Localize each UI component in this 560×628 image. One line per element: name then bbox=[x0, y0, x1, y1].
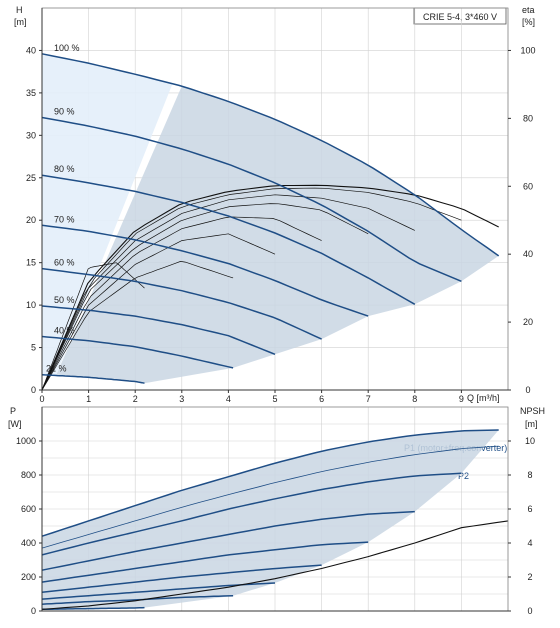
top-y2-tick-label: 40 bbox=[523, 249, 533, 259]
bottom-y-tick-label: 0 bbox=[31, 606, 36, 616]
speed-label-1: 90 % bbox=[54, 107, 75, 117]
bottom-panel: 0 200 400 600 800 1000 0 2 4 6 8 10 bbox=[16, 406, 535, 616]
bottom-y2-tick-label: 6 bbox=[527, 504, 532, 514]
power-curve-0 bbox=[41, 429, 499, 537]
top-y2label: eta bbox=[522, 5, 535, 15]
head-curve-1 bbox=[41, 116, 462, 282]
speed-label-0: 100 % bbox=[54, 43, 80, 53]
bottom-ylabel-unit: [W] bbox=[8, 419, 22, 429]
top-x-tick-label: 8 bbox=[412, 394, 417, 404]
top-y-tick-label: 20 bbox=[26, 215, 36, 225]
efficiency-curve-7 bbox=[41, 262, 145, 391]
speed-label-3: 70 % bbox=[54, 214, 75, 224]
top-y-tick-label: 30 bbox=[26, 130, 36, 140]
top-y2-tick-label: 60 bbox=[523, 181, 533, 191]
chart-title: CRIE 5-4, 3*460 V bbox=[423, 12, 497, 22]
top-y2-tick-label: 20 bbox=[523, 317, 533, 327]
bottom-ylabel: P bbox=[10, 406, 16, 416]
top-y2-tick-label: 0 bbox=[525, 385, 530, 395]
npsh-curve bbox=[41, 520, 509, 610]
top-x-tick-label: 6 bbox=[319, 394, 324, 404]
top-xlabel: Q [m³/h] bbox=[467, 393, 500, 403]
top-y-tick-label: 5 bbox=[31, 343, 36, 353]
efficiency-curve-5 bbox=[41, 233, 276, 391]
head-curve-7 bbox=[41, 373, 145, 384]
speed-label-2: 80 % bbox=[54, 164, 75, 174]
top-y2label-unit: [%] bbox=[522, 17, 535, 27]
power-curve-1 bbox=[41, 445, 499, 549]
power-curve-7 bbox=[41, 594, 234, 605]
top-x-tick-label: 7 bbox=[366, 394, 371, 404]
efficiency-curve-1 bbox=[41, 187, 462, 391]
power-curve-4 bbox=[41, 541, 369, 583]
efficiency-curve-0 bbox=[41, 184, 499, 391]
top-y-tick-label: 0 bbox=[31, 385, 36, 395]
bottom-y2label-unit: [m] bbox=[525, 419, 538, 429]
top-y2-tick-label: 80 bbox=[523, 113, 533, 123]
bottom-y2-tick-label: 2 bbox=[527, 572, 532, 582]
head-curve-2 bbox=[41, 174, 416, 305]
bottom-y2label: NPSH bbox=[520, 406, 545, 416]
power-curve-3 bbox=[41, 510, 415, 571]
power-area bbox=[42, 430, 499, 610]
top-x-tick-label: 0 bbox=[39, 394, 44, 404]
top-y-tick-label: 10 bbox=[26, 300, 36, 310]
power-curve-6 bbox=[41, 582, 276, 600]
bottom-y2-tick-label: 10 bbox=[525, 436, 535, 446]
power-curve-8 bbox=[42, 606, 145, 611]
head-curve-5 bbox=[41, 305, 276, 355]
top-y-tick-label: 40 bbox=[26, 45, 36, 55]
efficiency-curve-2 bbox=[41, 194, 415, 391]
bottom-y-tick-label: 200 bbox=[21, 572, 36, 582]
speed-label-7: 21 % bbox=[46, 364, 67, 374]
bottom-y-tick-label: 800 bbox=[21, 470, 36, 480]
bottom-y-tick-label: 1000 bbox=[16, 436, 36, 446]
top-x-tick-label: 2 bbox=[133, 394, 138, 404]
head-curve-4 bbox=[41, 267, 322, 340]
power-curve-5 bbox=[41, 564, 322, 594]
speed-label-6: 40 % bbox=[54, 326, 75, 336]
speed-label-5: 50 % bbox=[54, 295, 75, 305]
head-curve-0 bbox=[41, 53, 500, 257]
top-y2-tick-label: 100 bbox=[520, 45, 535, 55]
efficiency-curve-6 bbox=[41, 261, 234, 391]
top-x-tick-label: 4 bbox=[226, 394, 231, 404]
top-x-tick-label: 5 bbox=[272, 394, 277, 404]
bottom-y-tick-label: 600 bbox=[21, 504, 36, 514]
power-curve-2 bbox=[41, 472, 462, 556]
top-y-tick-label: 35 bbox=[26, 88, 36, 98]
bottom-y2-tick-label: 8 bbox=[527, 470, 532, 480]
head-curve-3 bbox=[41, 224, 369, 317]
head-curve-6 bbox=[41, 335, 234, 369]
operating-area-left bbox=[42, 53, 173, 376]
top-x-tick-label: 1 bbox=[86, 394, 91, 404]
top-x-tick-label: 9 bbox=[459, 394, 464, 404]
top-x-tick-label: 3 bbox=[179, 394, 184, 404]
bottom-y2-tick-label: 4 bbox=[527, 538, 532, 548]
top-ylabel-unit: [m] bbox=[14, 17, 27, 27]
efficiency-curve-4 bbox=[41, 216, 322, 391]
top-y-tick-label: 15 bbox=[26, 258, 36, 268]
p2-label: P2 bbox=[458, 471, 469, 481]
efficiency-curve-3 bbox=[41, 203, 369, 391]
speed-label-4: 60 % bbox=[54, 258, 75, 268]
top-y-tick-label: 25 bbox=[26, 173, 36, 183]
top-ylabel: H bbox=[16, 5, 23, 15]
bottom-y-tick-label: 400 bbox=[21, 538, 36, 548]
top-panel: 100 % 90 % 80 % 70 % 60 % 50 % 40 % 21 % 0 1 2 3 4 5 6… bbox=[26, 7, 536, 404]
bottom-y2-tick-label: 0 bbox=[527, 606, 532, 616]
